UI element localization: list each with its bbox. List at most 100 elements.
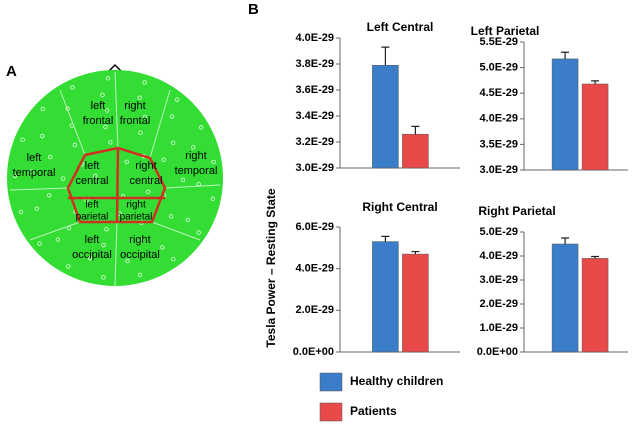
electrode [66,225,72,231]
legend-label: Patients [350,404,397,418]
panel-label: A [6,63,17,80]
region-label: left [27,152,42,164]
region-label: right [135,160,156,172]
electrode [124,159,129,165]
electrode [210,196,216,201]
chart-title: Left Parietal [471,24,540,38]
roi-outline [66,146,167,224]
region-label: right [185,150,206,162]
electrode [55,237,61,242]
bar [402,253,429,353]
region-label: left [85,234,100,246]
region-label: temporal [13,167,56,179]
electrode [137,95,142,100]
y-tick-label: 3.0E-29 [479,164,518,176]
electrode [18,209,24,215]
electrode [161,157,166,162]
y-tick-label: 4.5E-29 [479,87,518,99]
electrode [104,227,109,232]
y-tick-label: 2.0E-29 [479,298,518,310]
region-label: left [85,200,99,211]
panel-label: B [248,1,259,18]
region-label: central [129,175,162,187]
electrodes [12,76,216,280]
y-tick-label: 4.0E-29 [479,113,518,125]
y-tick-label: 3.5E-29 [479,138,518,150]
chart-title: Left Central [367,20,434,34]
electrode [47,193,52,198]
y-tick-label: 3.8E-29 [295,58,334,70]
electrode [138,130,143,135]
electrode [211,159,216,165]
chart-title: Right Central [362,200,437,214]
error-bar [591,80,600,84]
electrode [65,106,70,111]
electrode [48,154,53,160]
electrode [72,142,78,148]
electrode [104,108,110,113]
bar [551,58,579,171]
electrode [137,272,143,277]
y-tick-label: 0.0E+00 [293,346,334,358]
legend-label: Healthy children [350,374,443,388]
electrode [40,133,45,139]
electrode [37,241,42,246]
electrode [170,140,176,146]
region-label: frontal [120,115,151,127]
region-label: right [126,200,146,211]
electrode [60,176,66,181]
electrode [169,114,175,119]
nose [107,63,123,73]
region-label: left [85,160,100,172]
y-tick-label: 4.0E-29 [295,263,334,275]
legend-swatch [319,372,343,392]
electrode [125,258,130,264]
electrode [108,140,113,145]
region-label: left [91,100,106,112]
bar [372,65,399,169]
error-bar [591,255,600,259]
scalp [7,70,223,286]
electrode [88,256,93,261]
electrode [66,264,71,269]
y-axis-label: Tesla Power – Resting State [264,188,278,347]
electrode [171,256,176,262]
region-label: parietal [76,212,109,223]
region-label: occipital [72,249,112,261]
electrode [101,242,106,248]
electrode [101,275,106,280]
electrode [69,123,75,128]
y-tick-label: 3.4E-29 [295,110,334,122]
legend-swatch [319,402,343,422]
electrode [146,189,151,195]
y-tick-label: 3.2E-29 [295,136,334,148]
electrode [174,97,180,102]
electrode [168,214,174,219]
y-tick-label: 6.0E-29 [295,221,334,233]
error-bar [411,125,420,135]
bar [372,241,399,353]
y-tick-label: 3.0E-29 [479,274,518,286]
electrode [142,114,148,120]
electrode [105,76,111,81]
region-label: frontal [83,115,114,127]
region-label: temporal [175,165,218,177]
electrode [100,92,105,98]
electrode [103,124,108,130]
region-label: parietal [120,212,153,223]
electrode [34,206,40,211]
electrode [70,85,75,90]
chart-title: Right Parietal [478,204,555,218]
error-bar [561,237,570,244]
y-tick-label: 0.0E+00 [477,346,518,358]
electrode [20,137,25,142]
error-bar [381,46,390,66]
electrode [196,230,201,235]
y-tick-label: 3.0E-29 [295,162,334,174]
electrode [190,145,196,150]
y-tick-label: 3.6E-29 [295,84,334,96]
bar [551,243,579,353]
bar [402,133,429,169]
electrode [40,106,45,112]
region-label: right [129,234,150,246]
